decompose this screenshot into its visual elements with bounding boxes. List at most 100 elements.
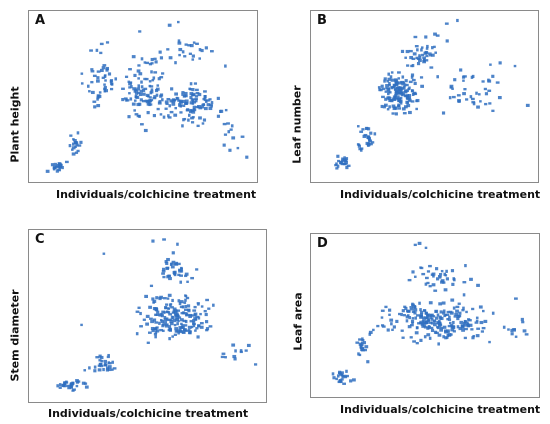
- data-point: [444, 313, 447, 317]
- data-point: [422, 58, 426, 62]
- data-point: [426, 319, 430, 323]
- data-point: [403, 305, 407, 308]
- data-point: [411, 57, 416, 61]
- data-point: [387, 72, 391, 76]
- data-point: [407, 94, 412, 98]
- data-point: [470, 75, 474, 79]
- data-point: [389, 99, 394, 102]
- data-point: [180, 322, 183, 326]
- data-point: [397, 104, 401, 107]
- data-point: [96, 76, 100, 80]
- data-point: [171, 298, 174, 303]
- data-point: [507, 328, 510, 331]
- data-point: [197, 92, 202, 97]
- data-point: [425, 47, 429, 50]
- data-point: [414, 45, 419, 48]
- data-point: [105, 366, 110, 370]
- data-point: [416, 48, 419, 52]
- data-point: [149, 317, 153, 320]
- data-point: [366, 360, 370, 364]
- data-point: [180, 318, 184, 322]
- data-point: [97, 94, 102, 99]
- data-point: [461, 329, 465, 332]
- data-point: [230, 124, 234, 128]
- data-point: [437, 342, 440, 346]
- data-point: [361, 128, 365, 131]
- data-point: [338, 379, 342, 383]
- data-point: [133, 90, 137, 93]
- data-point: [411, 317, 415, 320]
- data-point: [450, 329, 455, 332]
- data-point: [428, 336, 432, 340]
- data-point: [100, 359, 104, 363]
- data-point: [101, 76, 105, 80]
- data-point: [435, 331, 439, 335]
- data-point: [390, 78, 395, 82]
- data-point: [177, 273, 181, 277]
- data-point: [178, 326, 182, 330]
- data-point: [66, 384, 69, 388]
- data-point: [343, 159, 348, 163]
- data-point: [139, 89, 143, 93]
- data-point: [206, 103, 211, 107]
- data-point: [447, 318, 452, 321]
- data-point: [430, 317, 434, 321]
- data-point: [162, 275, 166, 279]
- data-point: [171, 102, 176, 106]
- data-point: [137, 84, 141, 88]
- data-point: [387, 77, 392, 81]
- data-point: [426, 333, 431, 337]
- data-point: [191, 92, 196, 97]
- data-point: [424, 246, 428, 250]
- data-point: [377, 86, 381, 89]
- data-point: [363, 348, 368, 352]
- data-point: [246, 343, 251, 348]
- data-point: [403, 89, 408, 93]
- data-point: [191, 110, 196, 114]
- data-point: [137, 91, 141, 95]
- data-point: [189, 92, 194, 96]
- data-point: [72, 138, 75, 141]
- data-point: [96, 70, 101, 73]
- panel-d-plot-area: D: [310, 233, 540, 398]
- data-point: [410, 75, 414, 79]
- data-point: [440, 269, 444, 273]
- data-point: [162, 329, 165, 333]
- data-point: [448, 96, 452, 100]
- data-point: [105, 368, 110, 372]
- panel-a-x-axis-label: Individuals/colchicine treatment: [56, 188, 257, 201]
- data-point: [130, 85, 133, 89]
- data-point: [140, 57, 144, 61]
- data-point: [207, 307, 211, 310]
- data-point: [171, 260, 176, 264]
- data-point: [102, 252, 106, 255]
- data-point: [189, 82, 193, 86]
- data-point: [184, 274, 188, 278]
- data-point: [173, 323, 177, 327]
- data-point: [170, 262, 173, 265]
- data-point: [245, 155, 249, 159]
- data-point: [439, 310, 443, 314]
- data-point: [187, 308, 191, 311]
- data-point: [143, 128, 148, 133]
- data-point: [96, 97, 99, 101]
- data-point: [457, 302, 461, 305]
- data-point: [404, 79, 408, 83]
- data-point: [192, 319, 196, 323]
- data-point: [142, 99, 146, 103]
- data-point: [388, 81, 391, 86]
- data-point: [174, 92, 178, 96]
- data-point: [420, 46, 424, 49]
- data-point: [201, 122, 205, 125]
- data-point: [425, 314, 429, 317]
- data-point: [53, 162, 57, 166]
- data-point: [183, 301, 187, 304]
- data-point: [99, 42, 104, 46]
- data-point: [484, 92, 489, 96]
- data-point: [439, 328, 444, 332]
- data-point: [474, 321, 479, 324]
- data-point: [394, 78, 398, 81]
- data-point: [52, 167, 56, 170]
- data-point: [495, 81, 500, 84]
- data-point: [151, 328, 155, 333]
